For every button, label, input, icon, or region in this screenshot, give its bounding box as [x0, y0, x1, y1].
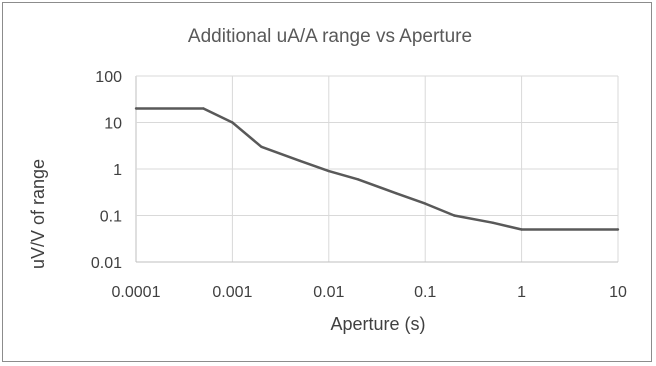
- x-tick-label: 0.0001: [112, 284, 161, 301]
- data-point: [491, 221, 494, 224]
- data-point: [453, 214, 456, 217]
- chart-title: Additional uA/A range vs Aperture: [188, 26, 472, 47]
- y-tick-label: 1: [113, 162, 122, 179]
- data-point: [356, 178, 359, 181]
- y-tick-label: 0.1: [100, 209, 122, 226]
- y-tick-label: 10: [104, 116, 122, 133]
- data-point: [616, 228, 620, 231]
- data-point: [202, 107, 205, 110]
- x-axis-title: Aperture (s): [330, 314, 425, 334]
- series-layer: [134, 107, 620, 231]
- data-point: [298, 159, 301, 162]
- x-tick-label: 10: [609, 284, 627, 301]
- data-point: [395, 192, 398, 195]
- y-tick-label: 100: [95, 69, 122, 86]
- tick-labels: 0.0001 0.001 0.01 0.1 1 10 0.01 0.1 1 10 100: [91, 69, 627, 301]
- y-axis-title: uV/V of range: [28, 159, 48, 269]
- data-point: [260, 145, 263, 148]
- grid-lines: [135, 75, 619, 263]
- data-point: [231, 121, 234, 124]
- data-point: [327, 169, 330, 173]
- x-tick-label: 0.1: [414, 284, 436, 301]
- chart-frame: [2, 2, 652, 362]
- data-point: [424, 202, 427, 205]
- y-tick-label: 0.01: [91, 255, 122, 272]
- data-point: [520, 228, 523, 231]
- data-point: [134, 107, 138, 110]
- x-tick-label: 0.01: [313, 284, 344, 301]
- x-tick-label: 0.001: [212, 284, 252, 301]
- x-tick-label: 1: [517, 284, 526, 301]
